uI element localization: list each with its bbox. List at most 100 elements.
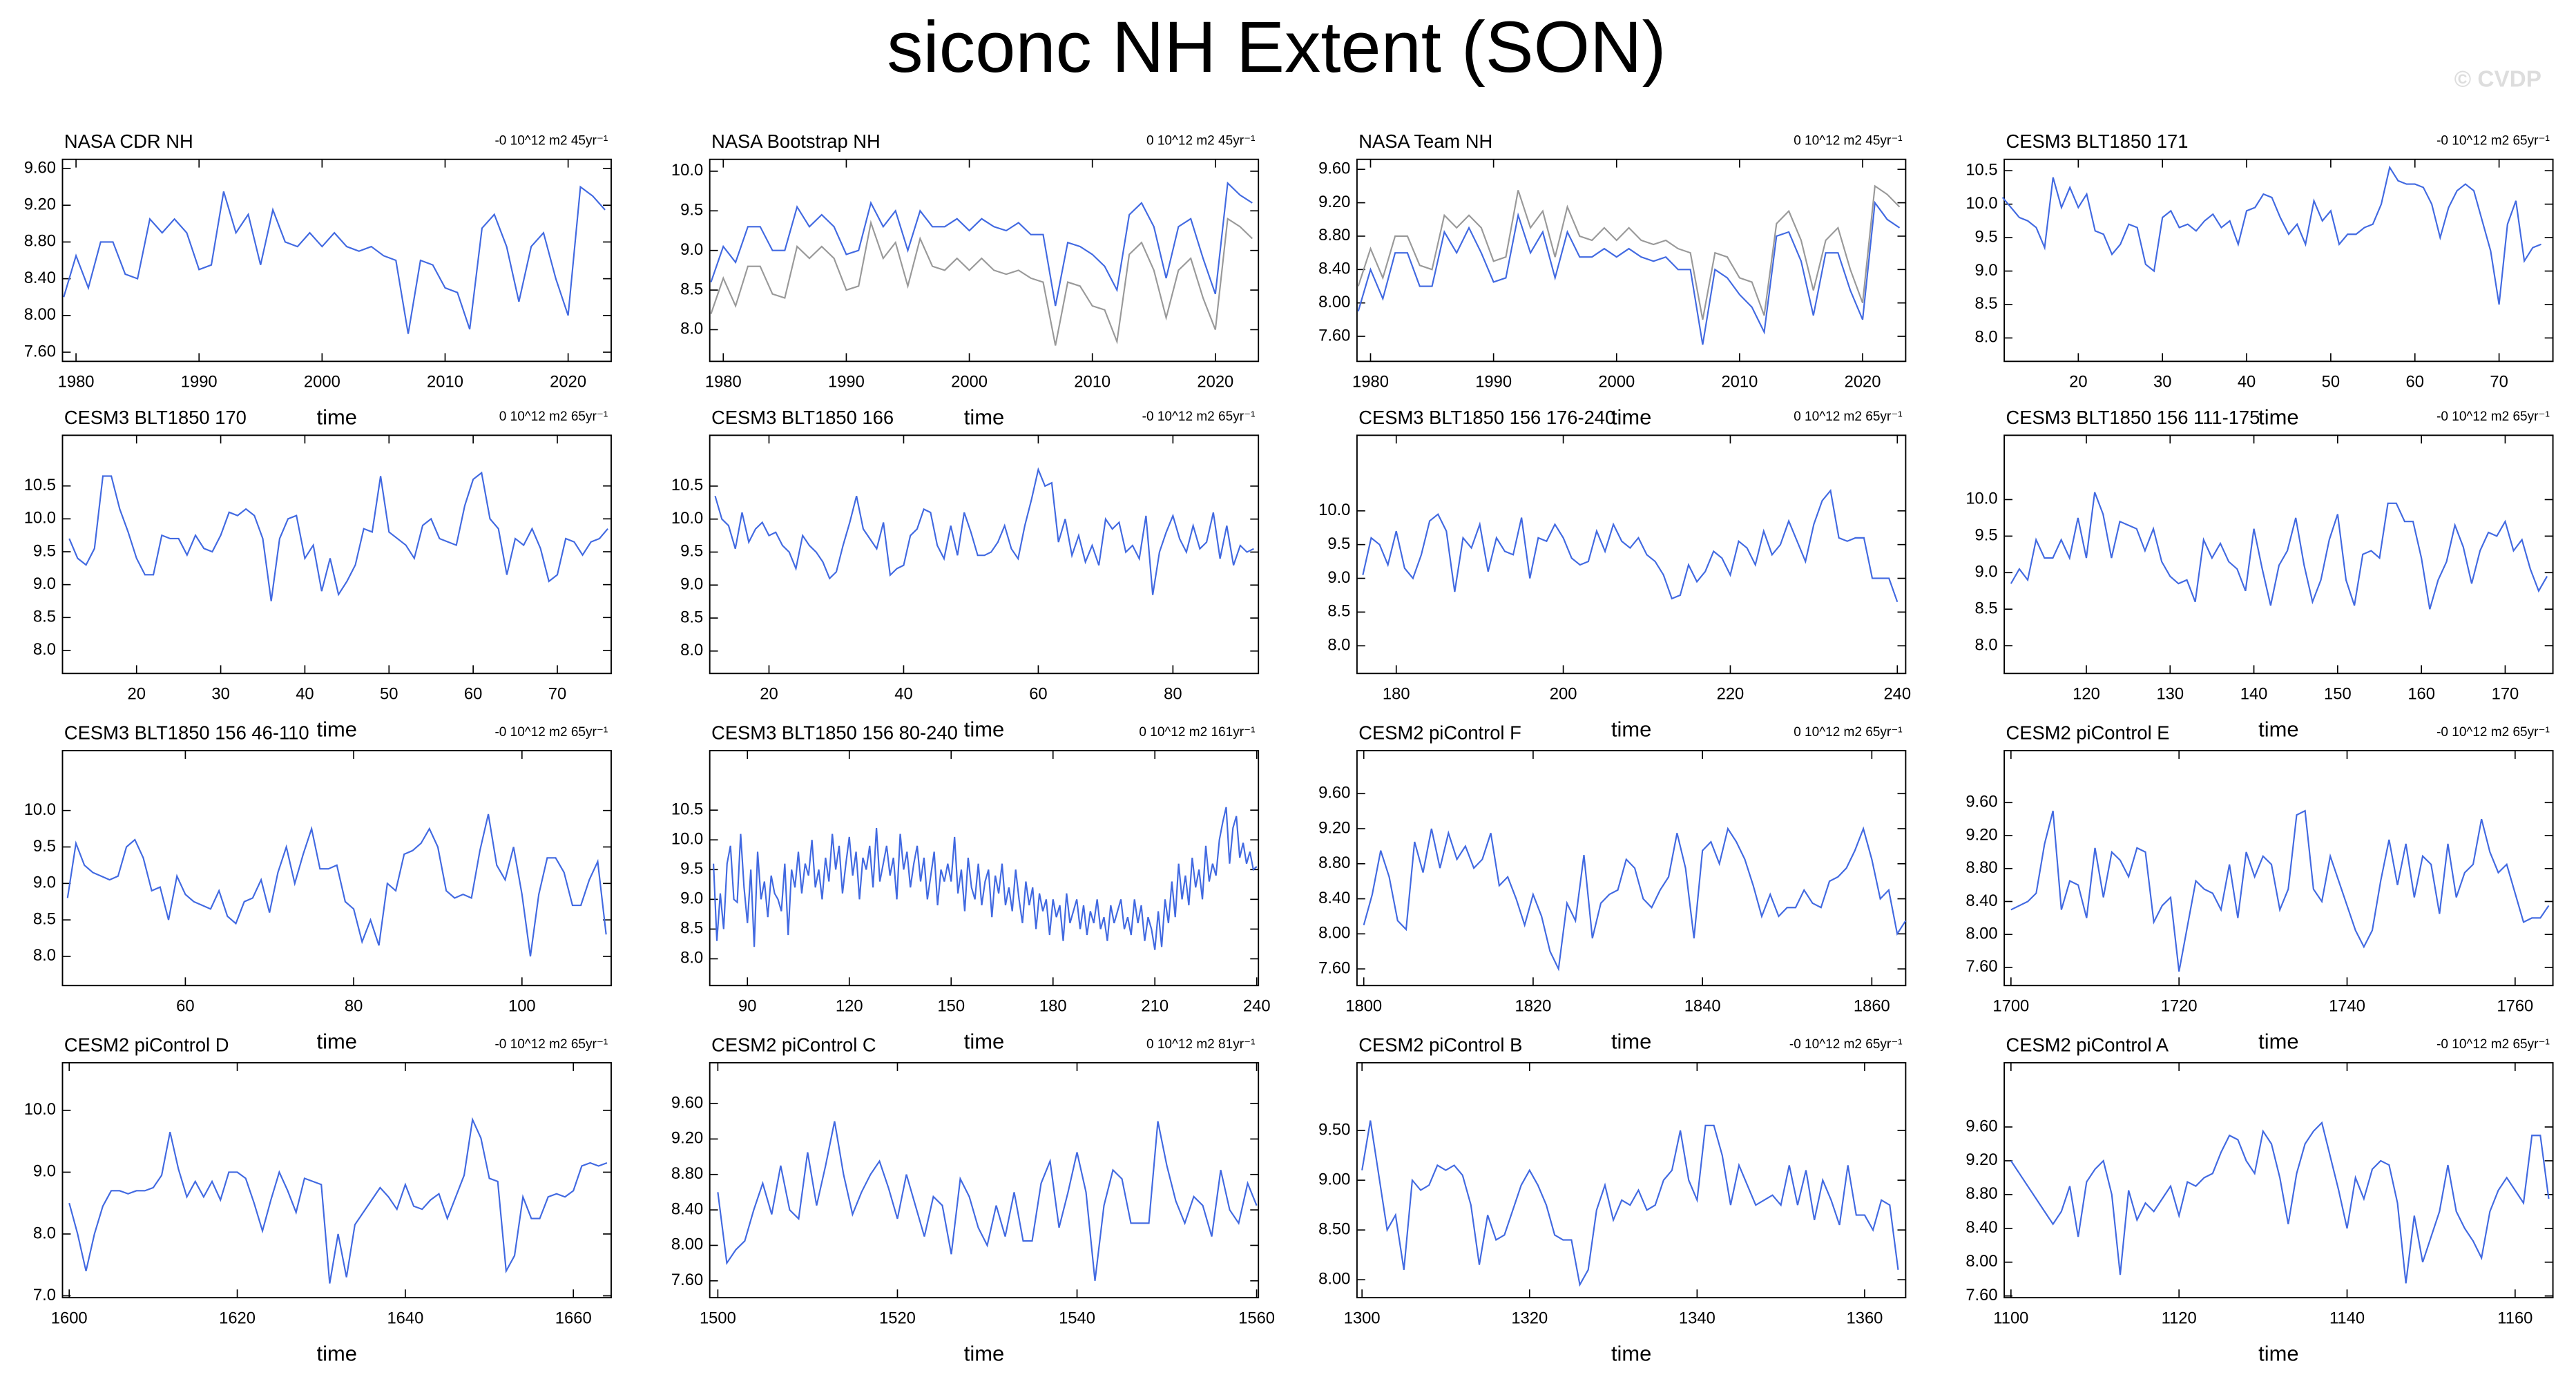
y-tick-label: 8.5 (680, 608, 703, 626)
panel-title: CESM2 piControl C (711, 1034, 876, 1055)
y-tick-label: 10.0 (671, 509, 703, 528)
panel: 7.60 8.00 8.40 8.80 9.20 9.60 1100 1120 1140 1160… (1965, 1034, 2554, 1366)
panel: 8.0 8.5 9.0 9.5 10.0 10.5 90 120 150 180 210 240 CES… (671, 722, 1271, 1053)
x-tick-label: 80 (345, 996, 363, 1015)
y-tick-label: 7.60 (671, 1271, 703, 1289)
x-axis-label: time (964, 1342, 1004, 1366)
y-tick-label: 8.5 (33, 608, 56, 626)
panel-annotation: -0 10^12 m2 45yr⁻¹ (494, 134, 608, 148)
y-tick-label: 8.0 (1975, 328, 1998, 347)
y-tick-label: 8.0 (33, 946, 56, 965)
panel-annotation: 0 10^12 m2 65yr⁻¹ (499, 409, 608, 424)
y-tick-label: 8.00 (1965, 925, 1997, 943)
panel-title: CESM3 BLT1850 166 (711, 407, 894, 428)
panel-annotation: -0 10^12 m2 65yr⁻¹ (2436, 725, 2550, 740)
y-tick-label: 9.0 (680, 575, 703, 594)
panel-annotation: 0 10^12 m2 81yr⁻¹ (1146, 1037, 1255, 1052)
y-tick-label: 8.40 (24, 269, 56, 287)
y-tick-label: 8.00 (671, 1235, 703, 1254)
watermark: © CVDP (2454, 66, 2541, 92)
panel-title: CESM2 piControl F (1358, 722, 1521, 743)
panel-title: CESM3 BLT1850 156 176-240 (1358, 407, 1615, 428)
panel-title: CESM3 BLT1850 156 80-240 (711, 722, 958, 743)
panel-annotation: -0 10^12 m2 65yr⁻¹ (2436, 409, 2550, 424)
y-tick-label: 8.5 (680, 919, 703, 938)
x-tick-label: 170 (2492, 684, 2519, 703)
x-axis-label: time (317, 1030, 357, 1054)
y-tick-label: 9.0 (33, 575, 56, 593)
panel-title: CESM3 BLT1850 156 46-110 (64, 722, 309, 743)
y-tick-label: 9.5 (33, 837, 56, 856)
y-tick-label: 7.60 (1318, 326, 1350, 345)
panel: 8.0 8.5 9.0 9.5 10.0 120 130 140 150 160 170 CESM3 … (1965, 407, 2554, 742)
x-tick-label: 70 (2490, 373, 2508, 392)
y-tick-label: 8.80 (1965, 858, 1997, 877)
series-line (1357, 200, 1901, 345)
y-tick-label: 7.60 (1965, 957, 1997, 976)
y-tick-label: 10.0 (1965, 490, 1997, 508)
panel-title: CESM2 piControl A (2006, 1034, 2169, 1055)
x-tick-label: 240 (1883, 684, 1911, 703)
x-axis-label: time (317, 1342, 357, 1366)
x-tick-label: 50 (380, 684, 398, 703)
y-tick-label: 9.5 (680, 860, 703, 878)
y-tick-label: 9.20 (1318, 818, 1350, 837)
y-tick-label: 7.60 (1965, 1286, 1997, 1304)
y-tick-label: 8.00 (24, 305, 56, 324)
series-line (2010, 1121, 2550, 1284)
y-tick-label: 9.60 (1965, 793, 1997, 811)
x-axis-label: time (1611, 717, 1651, 742)
panel-title: CESM3 BLT1850 171 (2006, 131, 2188, 152)
panel-annotation: -0 10^12 m2 65yr⁻¹ (494, 1037, 608, 1052)
y-tick-label: 9.50 (1318, 1120, 1350, 1139)
series-line (710, 217, 1253, 346)
x-tick-label: 1300 (1344, 1309, 1381, 1327)
x-tick-label: 1840 (1684, 996, 1721, 1015)
x-tick-label: 20 (2069, 373, 2087, 392)
y-tick-label: 8.40 (671, 1199, 703, 1218)
series-line (2010, 809, 2550, 972)
x-tick-label: 40 (894, 684, 912, 703)
panel-annotation: -0 10^12 m2 65yr⁻¹ (2436, 134, 2550, 148)
panel: 8.0 8.5 9.0 9.5 10.0 180 200 220 240 CESM3 BLT185… (1318, 407, 1911, 742)
x-tick-label: 60 (464, 684, 482, 703)
x-tick-label: 120 (2073, 684, 2100, 703)
plot-frame (2003, 1062, 2554, 1299)
x-axis-label: time (317, 405, 357, 430)
x-axis-label: time (964, 405, 1004, 430)
panel-annotation: 0 10^12 m2 45yr⁻¹ (1794, 134, 1902, 148)
x-tick-label: 1620 (219, 1309, 256, 1327)
x-axis-label: time (964, 1030, 1004, 1054)
x-tick-label: 1320 (1511, 1309, 1548, 1327)
y-tick-label: 8.00 (1965, 1252, 1997, 1271)
x-tick-label: 60 (1029, 684, 1047, 703)
x-tick-label: 1100 (1993, 1309, 2028, 1327)
y-tick-label: 9.0 (33, 874, 56, 892)
x-tick-label: 2010 (427, 373, 463, 392)
x-tick-label: 1120 (2162, 1309, 2197, 1327)
y-tick-label: 8.0 (680, 949, 703, 967)
y-tick-label: 8.5 (680, 280, 703, 298)
plot-frame (709, 434, 1260, 675)
series-line (710, 181, 1253, 307)
x-tick-label: 70 (548, 684, 566, 703)
x-axis-label: time (2258, 717, 2298, 742)
panel-annotation: 0 10^12 m2 65yr⁻¹ (1794, 725, 1902, 740)
x-tick-label: 180 (1039, 996, 1067, 1015)
y-tick-label: 9.0 (1975, 261, 1998, 280)
panel-annotation: 0 10^12 m2 45yr⁻¹ (1146, 134, 1255, 148)
y-tick-label: 9.60 (24, 158, 56, 177)
x-tick-label: 220 (1717, 684, 1744, 703)
x-tick-label: 1820 (1515, 996, 1551, 1015)
x-tick-label: 40 (296, 684, 314, 703)
x-tick-label: 40 (2238, 373, 2256, 392)
x-tick-label: 30 (211, 684, 229, 703)
panel-title: NASA CDR NH (64, 131, 193, 152)
plot-frame (61, 434, 612, 675)
y-tick-label: 10.5 (24, 476, 56, 494)
y-tick-label: 10.5 (1965, 160, 1997, 179)
y-tick-label: 8.40 (1965, 891, 1997, 910)
x-tick-label: 2010 (1074, 373, 1111, 392)
x-tick-label: 150 (937, 996, 965, 1015)
